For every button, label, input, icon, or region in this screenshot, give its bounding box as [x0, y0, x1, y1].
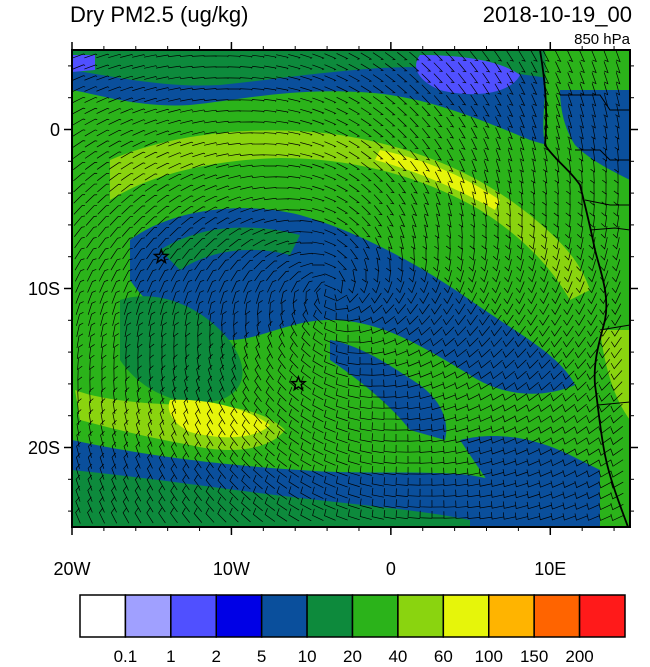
- colorbar-swatch: [397, 594, 445, 638]
- colorbar-label: 10: [297, 647, 317, 666]
- colorbar-swatch: [351, 594, 399, 638]
- colorbar-swatch: [124, 594, 172, 638]
- colorbar-label: 2: [211, 647, 221, 666]
- level-label: 850 hPa: [574, 31, 630, 48]
- x-tick-label: 20W: [53, 559, 91, 579]
- colorbar-label: 0.1: [113, 647, 138, 666]
- colorbar-swatch: [79, 594, 127, 638]
- y-tick-label: 0: [49, 119, 60, 140]
- colorbar-label: 1: [166, 647, 176, 666]
- colorbar-label: 40: [388, 647, 408, 666]
- colorbar-label: 100: [474, 647, 503, 666]
- y-tick-label: 10S: [27, 278, 60, 299]
- colorbar-swatch: [442, 594, 490, 638]
- colorbar: [79, 594, 626, 638]
- x-tick-label: 10E: [534, 559, 567, 579]
- colorbar-swatch: [578, 594, 626, 638]
- colorbar-label: 200: [565, 647, 594, 666]
- colorbar-swatch: [260, 594, 308, 638]
- colorbar-label: 20: [343, 647, 362, 666]
- colorbar-label: 150: [519, 647, 549, 666]
- x-tick-label: 10W: [212, 559, 250, 579]
- colorbar-swatch: [170, 594, 217, 638]
- colorbar-swatch: [215, 594, 263, 638]
- colorbar-swatch: [533, 594, 581, 638]
- x-tick-label: 0: [385, 559, 396, 579]
- plot-title: Dry PM2.5 (ug/kg): [70, 2, 249, 27]
- date-label: 2018-10-19_00: [482, 2, 632, 27]
- star-marker-2: [289, 374, 308, 392]
- star-marker-1: [152, 247, 170, 265]
- colorbar-label: 60: [433, 647, 453, 666]
- colorbar-swatch: [306, 594, 354, 638]
- y-tick-label: 20S: [27, 437, 60, 458]
- colorbar-label: 5: [256, 647, 267, 666]
- map-field: [72, 50, 630, 527]
- colorbar-swatch: [488, 594, 535, 638]
